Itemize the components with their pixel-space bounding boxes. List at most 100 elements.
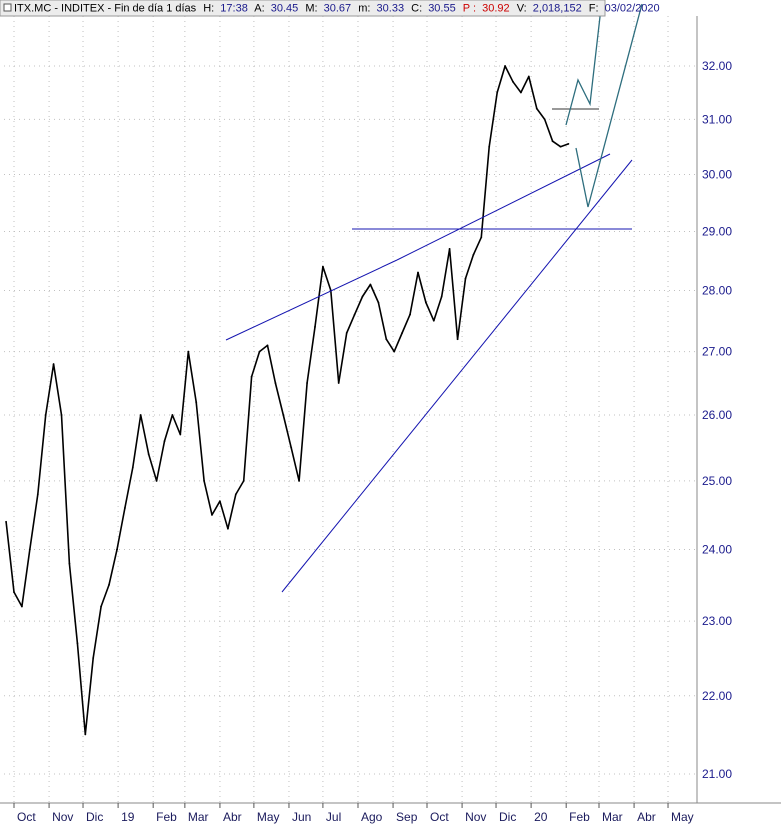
x-tick-label: 20 [534, 810, 548, 824]
price-point [472, 253, 475, 256]
price-point [322, 265, 324, 268]
projection-arrow-2 [575, 3, 643, 208]
x-tick-label: Abr [223, 810, 242, 824]
lower-trendline [281, 159, 633, 593]
price-point [203, 480, 206, 482]
price-point [258, 350, 261, 353]
y-tick-label: 22.00 [702, 689, 732, 703]
header-text: ITX.MC - INDITEX - Fin de día 1 días H: … [14, 3, 660, 15]
y-tick-label: 28.00 [702, 283, 732, 297]
y-tick-label: 21.00 [702, 767, 732, 781]
price-point [567, 143, 570, 145]
price-point [401, 332, 403, 334]
projection-arrow-1 [565, 7, 602, 126]
header-symbol: ITX.MC - INDITEX - Fin de día 1 días [14, 3, 197, 15]
y-tick-label: 27.00 [702, 345, 732, 359]
price-point [234, 493, 237, 496]
x-tick-label: Feb [569, 810, 590, 824]
x-tick-label: Jul [326, 810, 341, 824]
price-point [298, 480, 300, 482]
x-tick-label: Oct [430, 810, 449, 824]
header-background [0, 0, 606, 17]
price-series [5, 65, 570, 736]
x-tick-label: Dic [499, 810, 516, 824]
x-tick-label: May [257, 810, 280, 824]
price-point [5, 520, 7, 523]
price-point [456, 338, 459, 341]
price-point [139, 414, 142, 416]
price-point [480, 236, 483, 239]
price-point [131, 466, 134, 469]
x-tick-label: Oct [17, 810, 36, 824]
price-point [385, 338, 388, 341]
price-point [425, 301, 427, 304]
price-point [369, 283, 372, 286]
x-tick-label: Ago [361, 810, 383, 824]
price-point [361, 295, 364, 298]
price-point [282, 414, 285, 416]
x-tick-label: Dic [86, 810, 103, 824]
price-point [195, 401, 198, 403]
trendlines [225, 108, 633, 593]
x-axis: Oct Nov Dic 19 Feb Mar Abr May Jun Jul Ago Sep Oct No… [0, 16, 781, 824]
x-tick-label: Abr [637, 810, 656, 824]
price-point [448, 248, 451, 250]
price-point [393, 350, 396, 353]
price-point [512, 80, 514, 83]
price-point [306, 382, 308, 384]
price-point [84, 733, 87, 736]
y-tick-label: 31.00 [702, 112, 732, 126]
price-point [504, 65, 506, 67]
price-point [527, 75, 530, 78]
upper-trendline-1 [225, 259, 398, 341]
x-tick-label: Mar [188, 810, 209, 824]
price-point [44, 414, 47, 416]
price-point [314, 326, 316, 328]
price-point [345, 332, 348, 334]
price-line [5, 65, 569, 736]
price-point [409, 313, 411, 316]
price-point [36, 493, 39, 496]
price-point [266, 344, 269, 347]
x-tick-label: 19 [121, 810, 135, 824]
price-point [187, 350, 190, 353]
price-point [52, 363, 55, 365]
price-point [377, 301, 380, 304]
price-point [496, 91, 499, 94]
y-tick-label: 23.00 [702, 614, 732, 628]
chart-grid [4, 16, 697, 803]
price-point [60, 414, 63, 416]
projection-arrows [565, 3, 643, 208]
price-point [432, 319, 435, 322]
price-point [21, 605, 23, 608]
price-point [147, 453, 150, 456]
price-point [559, 145, 562, 148]
price-point [163, 440, 166, 442]
price-point [76, 642, 79, 645]
price-point [417, 271, 419, 274]
price-point [171, 414, 174, 416]
price-point [242, 480, 245, 482]
price-point [211, 514, 213, 516]
price-point [28, 548, 31, 551]
price-point [108, 584, 110, 586]
price-point [353, 313, 356, 316]
y-axis: 21.00 22.00 23.00 24.00 25.00 26.00 27.00 28.00… [702, 59, 732, 781]
x-tick-label: Feb [156, 810, 177, 824]
header-checkbox-icon[interactable] [3, 3, 12, 12]
price-point [227, 527, 229, 530]
price-point [68, 562, 71, 565]
price-point [440, 295, 443, 298]
price-point [92, 657, 95, 659]
y-tick-label: 26.00 [702, 408, 732, 422]
price-point [488, 145, 491, 148]
price-point [520, 91, 522, 94]
upper-trendline-2 [396, 153, 611, 261]
price-point [543, 118, 546, 121]
y-tick-label: 24.00 [702, 543, 732, 557]
x-tick-label: Nov [465, 810, 486, 824]
price-point [219, 500, 221, 503]
header-bar: ITX.MC - INDITEX - Fin de día 1 días H: … [0, 0, 660, 17]
